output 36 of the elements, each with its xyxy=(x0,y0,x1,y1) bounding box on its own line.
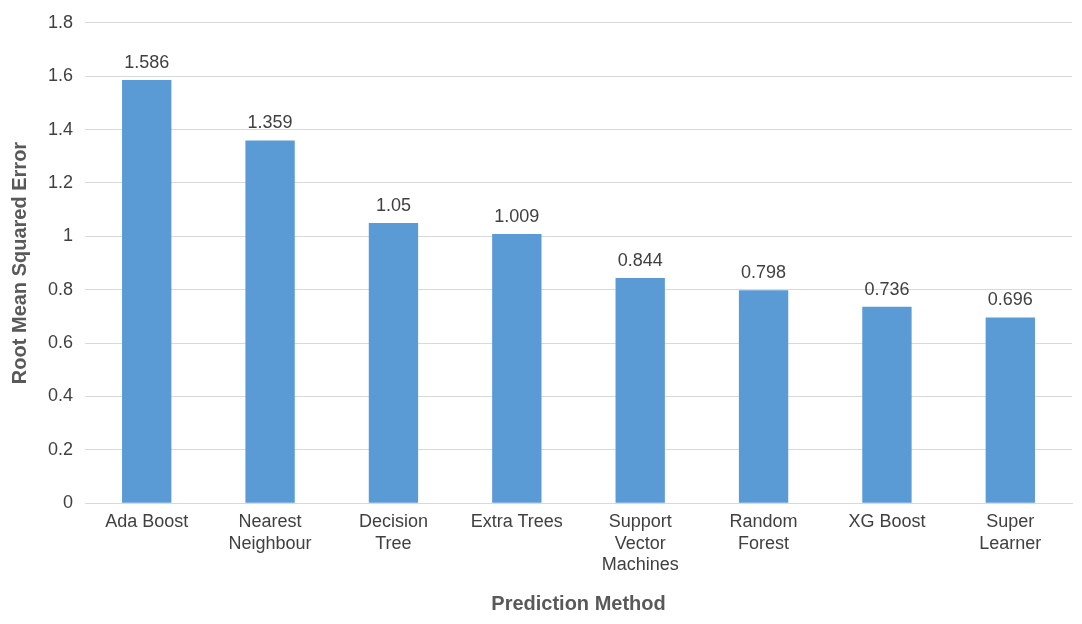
x-tick-label: Support Vector Machines xyxy=(601,510,679,575)
data-label: 1.359 xyxy=(247,112,293,133)
bar xyxy=(368,222,419,503)
data-label: 0.736 xyxy=(864,278,910,299)
data-label: 0.844 xyxy=(617,249,663,270)
data-label: 1.009 xyxy=(494,205,540,226)
x-tick-label: Extra Trees xyxy=(470,510,563,531)
x-tick-label: Decision Tree xyxy=(358,510,428,553)
bar xyxy=(245,140,295,503)
x-axis-title: Prediction Method xyxy=(491,591,666,614)
y-tick-label: 1 xyxy=(63,225,74,246)
x-tick-label: Nearest Neighbour xyxy=(228,510,312,553)
bar xyxy=(738,290,789,503)
bar xyxy=(862,306,912,503)
y-tick-label: 1.8 xyxy=(47,11,74,32)
x-tick-label: Super Learner xyxy=(979,510,1042,553)
x-tick-label: Ada Boost xyxy=(105,510,189,531)
y-tick-label: 1.2 xyxy=(47,171,74,192)
bar xyxy=(615,277,665,503)
bar xyxy=(492,233,542,503)
y-axis-title: Root Mean Squared Error xyxy=(7,141,30,385)
data-label: 1.586 xyxy=(124,51,170,72)
x-tick-label: XG Boost xyxy=(848,510,926,531)
x-tick-label: Random Forest xyxy=(729,510,798,553)
bar xyxy=(122,79,172,503)
y-tick-label: 0.2 xyxy=(47,438,74,459)
y-tick-label: 0.8 xyxy=(47,278,74,299)
y-tick-label: 0 xyxy=(63,492,74,513)
y-tick-label: 0.4 xyxy=(47,385,74,406)
y-tick-label: 1.6 xyxy=(47,65,74,86)
data-label: 1.05 xyxy=(375,194,411,215)
bar xyxy=(985,317,1035,503)
y-tick-label: 0.6 xyxy=(47,332,74,353)
y-tick-label: 1.4 xyxy=(47,118,74,139)
data-label: 0.696 xyxy=(987,289,1033,310)
data-label: 0.798 xyxy=(741,262,787,283)
